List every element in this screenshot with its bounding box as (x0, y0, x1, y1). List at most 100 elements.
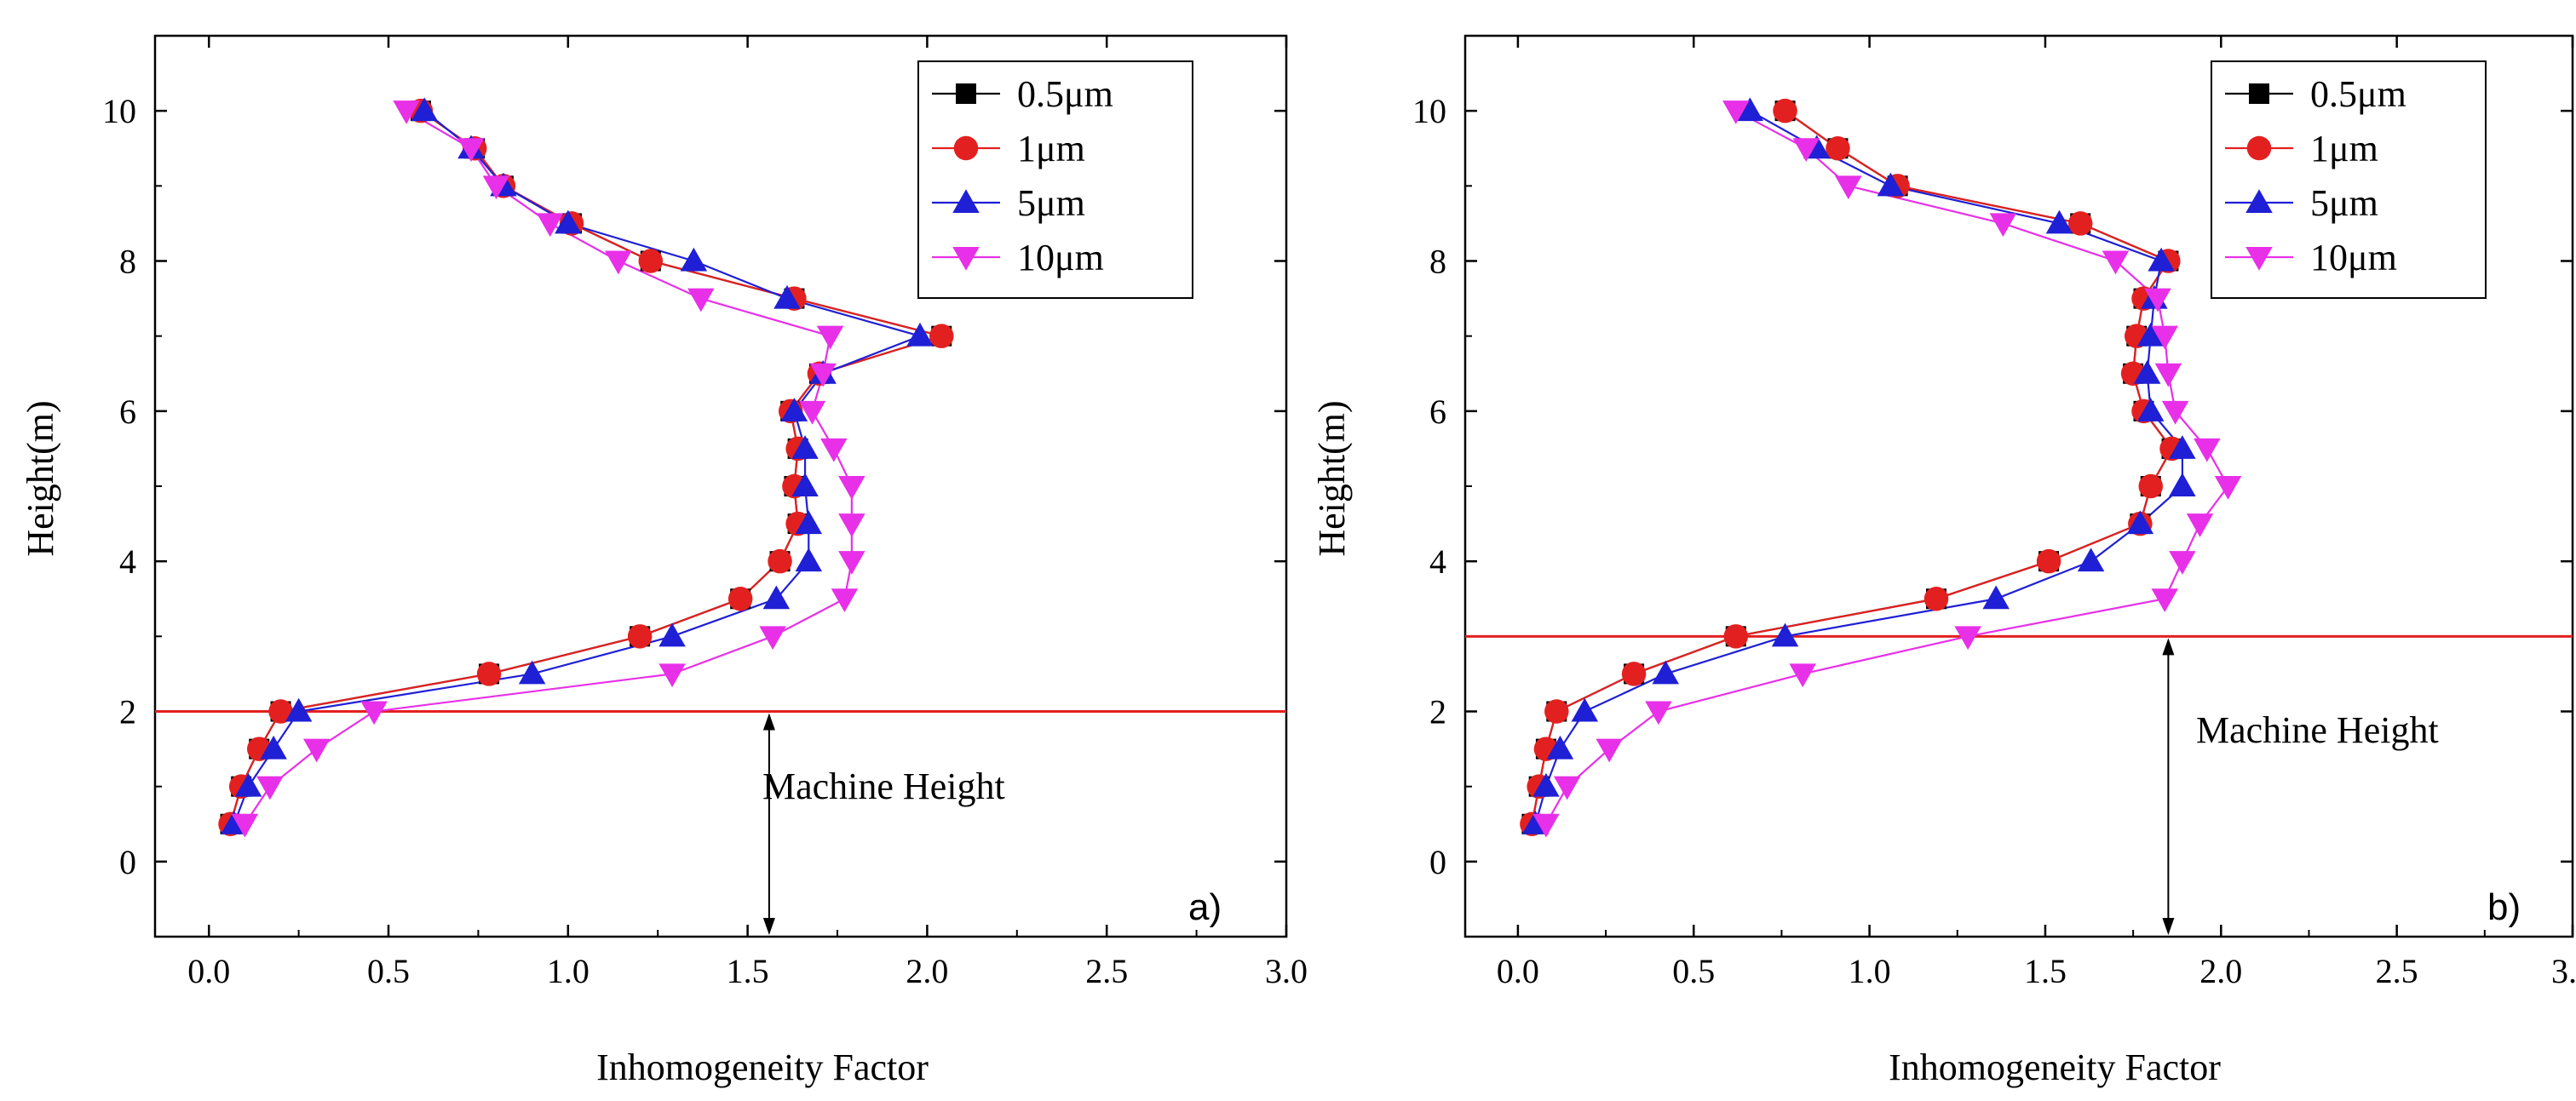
panel-a-legend-label: 10μm (1017, 237, 1104, 278)
panel-b-series-3-point (2151, 325, 2179, 350)
panel-a-series-3-point (798, 400, 826, 425)
panel-a-series-2-point (791, 435, 819, 459)
panel-b-xtick-label: 1.5 (2024, 952, 2067, 990)
panel-a-legend-marker (953, 135, 979, 161)
panel-a-series-3-point (831, 588, 859, 612)
panel-b: b) Inhomogeneity Factor Height(m) Machin… (1311, 34, 2576, 1088)
panel-b-series-3-point (1789, 663, 1816, 688)
panel-b-ytick-label: 6 (1429, 393, 1446, 431)
panel-a-series-line-0 (229, 110, 946, 825)
panel-b-series-2-point (2045, 209, 2073, 234)
panel-a-series-3-point (838, 476, 865, 500)
panel-a-ytick-label: 10 (102, 92, 136, 130)
panel-a-series-3-point (658, 663, 686, 688)
panel-a-series-2-point (906, 322, 934, 347)
panel-a-ytick-label: 4 (119, 542, 136, 581)
panel-a-series-3-point (393, 100, 420, 124)
panel-b-series-1-point (1723, 624, 1749, 649)
panel-a-series-2-point (555, 209, 582, 234)
panel-a-ylabel: Height(m) (20, 400, 61, 556)
panel-a-series-2-point (773, 284, 801, 309)
panel-b-xtick-label: 2.0 (2199, 952, 2242, 990)
panel-b-ytick-label: 2 (1429, 693, 1446, 731)
panel-b-series-1-point (1621, 662, 1647, 686)
panel-a-series-2-point (658, 622, 686, 647)
panel-b-ytick-label: 10 (1412, 92, 1446, 130)
panel-b-legend-marker (2245, 189, 2273, 213)
panel-b-series-3-point (1989, 213, 2017, 238)
panel-b-legend-marker (2245, 247, 2273, 271)
panel-b-annotation: Machine Height (2196, 709, 2439, 751)
panel-b-series-line-1 (1531, 110, 2173, 824)
panel-b-xlabel: Inhomogeneity Factor (1889, 1047, 2221, 1088)
panel-a-series-2-point (780, 398, 808, 421)
panel-b-series-3-point (2161, 400, 2189, 425)
panel-a-series-2-point (260, 735, 287, 760)
panel-b-legend-label: 5μm (2310, 182, 2378, 224)
panel-b-series-2-point (1877, 172, 1905, 197)
panel-b-legend-label: 0.5μm (2310, 73, 2406, 115)
panel-a-series-2-point (795, 548, 823, 572)
panel-a-series-2-point (285, 697, 313, 722)
panel-a-series-3-point (360, 701, 388, 725)
panel-b-legend-marker (2246, 135, 2272, 161)
panel-b-series-1-point (1923, 587, 1949, 611)
panel-a-series-2-point (518, 660, 546, 685)
panel-a-series-2-point (234, 772, 262, 797)
panel-a-legend-label: 1μm (1017, 128, 1085, 169)
panel-b-series-3-point (2144, 288, 2171, 313)
panel-a-series-1-point (627, 624, 653, 649)
panel-a-xtick-label: 0.5 (367, 952, 410, 990)
panel-b-series-3-point (2194, 438, 2221, 462)
panel-b-series-3-point (1532, 813, 1560, 838)
panel-a-series-2-point (795, 510, 823, 535)
panel-a-series-3-point (302, 738, 331, 763)
panel-a-series-3-point (820, 438, 848, 462)
panel-b-arrow-head-up (2162, 638, 2175, 656)
panel-a-ytick-label: 6 (119, 393, 136, 431)
panel-a-series-2-point (411, 97, 438, 122)
panel-b-series-2-point (1546, 735, 1574, 760)
panel-a-series-3-point (536, 213, 564, 238)
panel-a-arrow-head-up (762, 713, 775, 731)
panel-a-series-3-point (816, 325, 844, 350)
panel-a-series-1-point (268, 699, 293, 724)
panel-a-series-3-point (687, 288, 715, 313)
panel-b-series-2-point (2169, 473, 2196, 496)
panel-b-series-3-point (1954, 626, 1981, 651)
panel-a-legend-label: 5μm (1017, 182, 1085, 224)
panel-b-series-line-3 (1544, 110, 2229, 825)
panel-b-series-2-point (1532, 772, 1560, 797)
panel-b-series-2-point (2133, 360, 2161, 384)
panel-a-legend-marker (956, 83, 976, 104)
panel-b-series-3-point (2186, 513, 2214, 537)
panel-a-series-3-point (838, 551, 865, 575)
panel-b-series-3-point (1645, 701, 1672, 725)
panel-b-xtick-label: 2.5 (2376, 952, 2418, 990)
panel-a-xtick-label: 2.0 (906, 952, 948, 990)
panel-a-legend-marker (952, 189, 980, 213)
panel-a-annotation: Machine Height (762, 766, 1005, 807)
panel-b-xtick-label: 1.0 (1849, 952, 1891, 990)
panel-a-ytick-label: 0 (119, 843, 136, 881)
panel-b-series-1-point (1773, 98, 1797, 123)
panel-a-series-line-2 (233, 110, 923, 825)
panel-b-series-3-point (1792, 138, 1820, 162)
panel-b-series-2-point (1771, 622, 1799, 647)
panel-b-label: b) (2487, 886, 2521, 928)
panel-a-series-3-point (809, 363, 837, 387)
panel-b-series-3-point (2151, 588, 2179, 612)
panel-a-series-1-point (638, 249, 664, 273)
panel-a-series-1-point (476, 662, 502, 686)
panel-b-ytick-label: 8 (1429, 243, 1446, 281)
panel-a-series-2-point (791, 473, 819, 496)
panel-a-ytick-label: 2 (119, 693, 136, 731)
panel-b-series-2-point (2137, 398, 2165, 421)
panel-a-arrow-head-down (762, 918, 775, 935)
panel-b-series-3-point (1835, 175, 1862, 200)
panel-a-series-3-point (482, 175, 510, 200)
panel-b-series-2-point (2137, 322, 2165, 347)
panel-b-xtick-label: 0.0 (1497, 952, 1539, 990)
panel-a-series-3-point (231, 813, 259, 838)
